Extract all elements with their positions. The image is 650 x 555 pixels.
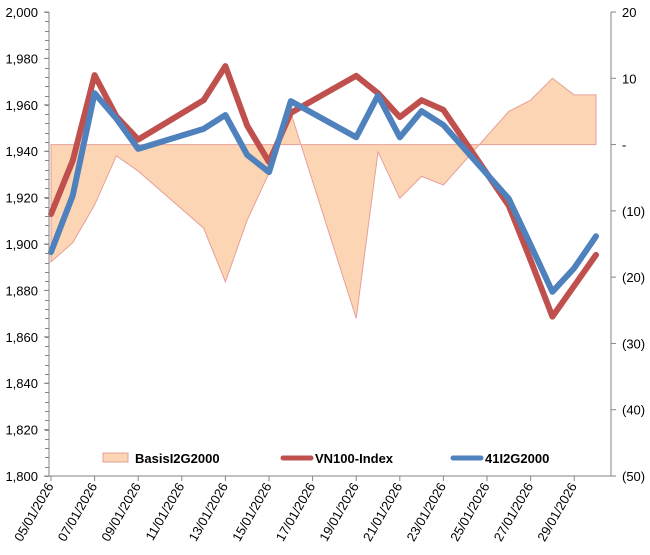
line-data-point [508,198,510,200]
right-axis-tick-label: (20) [622,270,645,285]
line-data-point [399,136,401,138]
line-data-point [246,125,248,127]
right-axis-tick-label: - [622,138,626,153]
x-axis-tick-label: 17/01/2026 [273,480,319,544]
x-axis-tick-label: 21/01/2026 [360,480,406,544]
basis-data-point [137,170,140,173]
basis-data-point [224,280,227,283]
basis-data-point [115,154,118,157]
basis-data-point [551,77,554,80]
line-data-point [115,118,117,120]
left-axis-tick-label: 1,900 [5,237,38,252]
right-axis-tick-label: (30) [622,336,645,351]
legend: BasisI2G2000 VN100-Index 41I2G2000 [102,451,549,466]
x-axis-tick-label: 07/01/2026 [55,480,101,544]
line-data-point [224,65,226,67]
basis-data-point [50,260,53,263]
line-data-point [246,154,248,156]
basis-data-point [595,93,598,96]
left-axis-tick-label: 1,920 [5,191,38,206]
basis-data-point [377,150,380,153]
area-layer [50,77,598,320]
line-data-point [137,139,139,141]
basis-data-point [529,99,532,102]
legend-label: BasisI2G2000 [135,451,220,466]
line-data-point [224,114,226,116]
x-axis-tick-label: 19/01/2026 [316,480,362,544]
x-axis-tick-label: 23/01/2026 [403,480,449,544]
right-axis-tick-label: 10 [622,71,636,86]
basis-data-point [398,197,401,200]
right-axis-tick-label: (10) [622,204,645,219]
line-data-point [573,285,575,287]
line-data-point [290,100,292,102]
series-line-41i2g2000 [48,90,599,295]
left-axis-tick-label: 1,800 [5,469,38,484]
basis-data-point [573,93,576,96]
basis-data-point [71,241,74,244]
left-axis-tick-label: 1,980 [5,51,38,66]
legend-label: VN100-Index [315,451,394,466]
line-data-point [94,92,96,94]
line-data-point [203,99,205,101]
line-data-point [530,259,532,261]
line-data-point [442,124,444,126]
basis-data-point [420,175,423,178]
line-data-point [442,109,444,111]
series-area-basisi2g2000 [50,77,597,319]
right-axis-tick-label: (40) [622,403,645,418]
legend-label: 41I2G2000 [485,451,549,466]
line-data-point [50,213,52,215]
line-data-point [377,95,379,97]
basis-data-point [355,317,358,320]
basis-data-point [507,110,510,113]
left-axis-tick-label: 1,880 [5,283,38,298]
line-data-point [551,291,553,293]
x-axis-tick-label: 15/01/2026 [229,480,275,544]
left-axis-tick-label: 2,000 [5,5,38,20]
basis-data-point [246,219,249,222]
right-axis-tick-label: 20 [622,5,636,20]
line-data-point [399,116,401,118]
line-data-point [595,235,597,237]
line-data-point [551,316,553,318]
line-data-point [50,251,52,253]
left-axis-tick-label: 1,820 [5,423,38,438]
line-layer [48,63,599,320]
line-data-point [137,148,139,150]
x-axis-tick-label: 13/01/2026 [185,480,231,544]
x-axis-tick-label: 25/01/2026 [447,480,493,544]
line-data-point [268,171,270,173]
x-axis-tick-label: 27/01/2026 [491,480,537,544]
line-data-point [72,194,74,196]
line-data-point [421,110,423,112]
basis-data-point [202,227,205,230]
left-axis-tick-label: 1,860 [5,330,38,345]
line-data-point [203,128,205,130]
line-data-point [355,136,357,138]
basis-data-point [93,203,96,206]
x-axis-tick-label: 09/01/2026 [98,480,144,544]
line-data-point [530,244,532,246]
left-axis-tick-label: 1,840 [5,376,38,391]
line-data-point [573,267,575,269]
x-axis-tick-label: 11/01/2026 [142,480,187,543]
line-data-point [94,74,96,76]
x-axis-tick-label: 05/01/2026 [11,480,57,544]
line-data-point [595,254,597,256]
left-axis-tick-label: 1,960 [5,98,38,113]
basis-data-point [442,184,445,187]
line-data-point [421,99,423,101]
line-data-point [72,159,74,161]
x-axis-tick-label: 29/01/2026 [534,480,580,544]
right-axis-tick-label: (50) [622,469,645,484]
line-data-point [355,75,357,77]
left-axis-tick-label: 1,940 [5,144,38,159]
legend-swatch-basisi2g2000 [102,452,129,463]
